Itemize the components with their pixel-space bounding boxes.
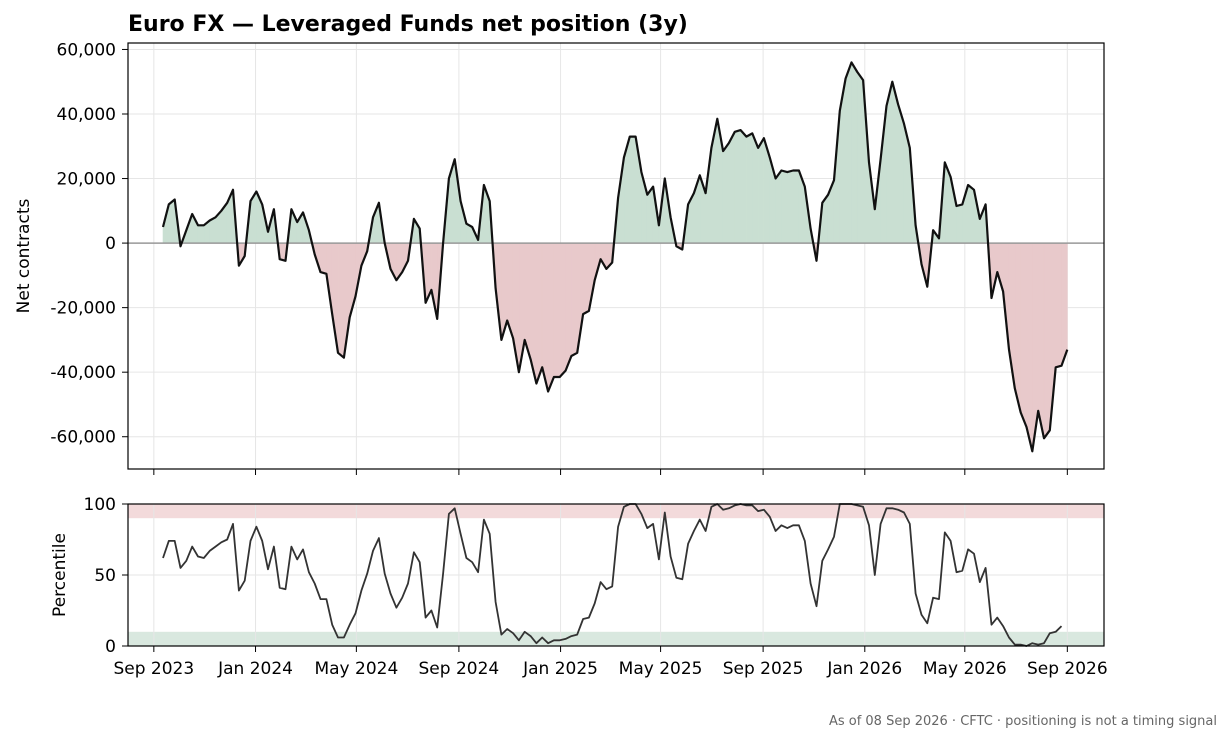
negative-area [1055,242,1062,368]
percentile-panel: 0 50 100 Sep 2023 Jan 2024 May 2024 Sep 2024 J… [50,495,1108,679]
negative-area [1020,242,1027,428]
positive-area [775,169,782,244]
positive-area [792,170,800,244]
y-tick-label: -40,000 [50,363,116,383]
positive-area [967,184,975,244]
positive-area [751,133,759,244]
footer-note: As of 08 Sep 2026 · CFTC · positioning i… [829,714,1217,729]
positive-area [956,203,963,244]
positive-area [781,170,788,244]
positive-area [746,132,753,244]
negative-area [571,242,578,357]
x-tick-label: May 2025 [619,659,703,679]
negative-area [337,242,345,359]
positive-area [168,198,175,244]
positive-area [722,142,730,244]
positive-area [728,131,736,244]
negative-area [1037,242,1045,439]
negative-area [582,242,590,315]
percentile-band [128,631,1104,646]
x-tick-label: Jan 2024 [217,659,293,679]
y-tick-label: 50 [94,566,116,586]
y-axis-label-percentile: Percentile [50,533,70,617]
negative-area [536,242,543,384]
negative-area [565,242,572,371]
negative-area [1061,242,1068,366]
positive-area [734,129,741,244]
y-tick-label: 0 [105,637,116,657]
positive-area [740,129,747,244]
positive-area [845,62,852,244]
positive-area [757,137,765,244]
y-tick-label: 20,000 [57,170,116,190]
x-tick-label: Sep 2025 [723,659,804,679]
y-tick-label: 0 [105,234,116,254]
y-tick-label: -60,000 [50,428,116,448]
negative-area [559,242,566,378]
percentile-line [162,503,1063,647]
y-tick-label: 40,000 [57,105,116,125]
x-tick-label: Sep 2024 [419,659,500,679]
x-tick-label: May 2024 [314,659,398,679]
top-plot-frame [127,42,1105,470]
net-position-panel: -60,000 -40,000 -20,000 0 20,000 40,000 60,000… [14,40,1105,475]
negative-area [1043,242,1051,440]
negative-area [1026,242,1033,452]
positive-area [786,170,794,244]
y-tick-label: 60,000 [57,40,116,60]
y-tick-label: 100 [84,495,116,515]
x-tick-label: Jan 2025 [522,659,598,679]
positive-area [897,104,905,244]
percentile-band [128,504,1104,519]
positive-area [197,225,205,244]
y-tick-label: -20,000 [50,299,116,319]
negative-area [547,242,555,392]
negative-area [320,242,327,275]
x-tick-label: May 2026 [923,659,1007,679]
positive-area [851,61,858,244]
positive-area [856,71,864,244]
net-position-line [161,61,1069,453]
positive-area [891,81,899,244]
positive-area [629,136,636,244]
y-axis-label-net-contracts: Net contracts [14,199,34,314]
x-tick-label: Jan 2026 [826,659,902,679]
negative-area [553,242,561,378]
chart-title: Euro FX — Leveraged Funds net position (… [128,12,688,37]
x-tick-label: Sep 2023 [113,659,194,679]
x-tick-label: Sep 2026 [1027,659,1108,679]
